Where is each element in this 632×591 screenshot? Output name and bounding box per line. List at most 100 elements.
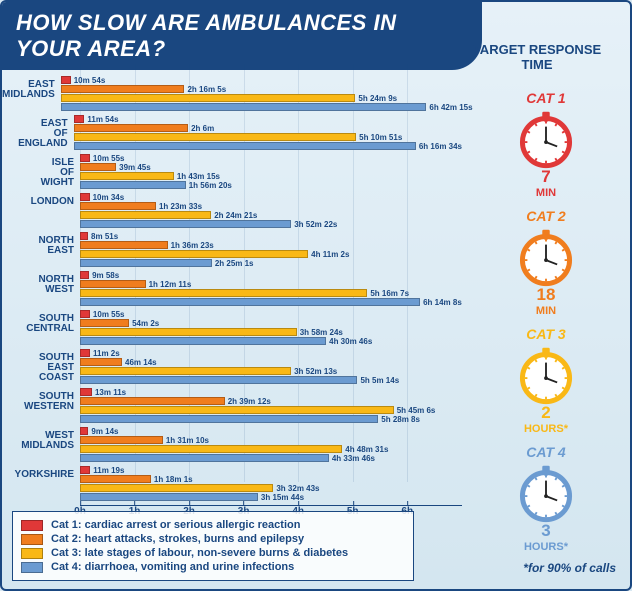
clock-icon [515, 462, 577, 524]
bar-value-label: 10m 55s [93, 310, 125, 319]
cat-target-time: 7MIN [515, 168, 577, 202]
region-label: YORKSHIRE [2, 466, 80, 480]
bar-cat3 [74, 133, 357, 141]
bar-cat1 [80, 466, 90, 474]
region-bars: 11m 19s1h 18m 1s3h 32m 43s3h 15m 44s [80, 466, 462, 502]
bar-cat2 [80, 241, 168, 249]
region-row: LONDON10m 34s1h 23m 33s2h 24m 21s3h 52m … [2, 193, 462, 229]
bar-value-label: 3h 58m 24s [300, 328, 343, 337]
legend-row: Cat 3: late stages of labour, non-severe… [21, 547, 405, 559]
page-title: HOW SLOW ARE AMBULANCES IN YOUR AREA? [2, 2, 482, 70]
bar-cat3 [80, 289, 367, 297]
region-row: NORTHWEST9m 58s1h 12m 11s5h 16m 7s6h 14m… [2, 271, 462, 307]
side-panel: CAT 17MIN CAT 2 18MIN CAT 3 2HOURS* CAT 4 3HOU… [462, 70, 630, 556]
clock-icon [515, 108, 577, 170]
clock-icon [515, 344, 577, 406]
target-cat-block: CAT 17MIN [515, 90, 577, 202]
legend-text: Cat 3: late stages of labour, non-severe… [51, 547, 348, 559]
bar-cat3 [80, 367, 291, 375]
bar-value-label: 3h 32m 43s [276, 484, 319, 493]
bar-cat4 [80, 376, 357, 384]
bar-value-label: 2h 24m 21s [214, 211, 257, 220]
bar-value-label: 9m 14s [91, 427, 118, 436]
region-row: SOUTHCENTRAL10m 55s54m 2s3h 58m 24s4h 30… [2, 310, 462, 346]
bar-cat2 [80, 397, 225, 405]
region-label: SOUTHWESTERN [2, 388, 80, 412]
bar-cat3 [80, 445, 342, 453]
bar-cat1 [80, 232, 88, 240]
stopwatch-icon [515, 462, 577, 524]
bar-value-label: 10m 34s [93, 193, 125, 202]
bar-cat1 [74, 115, 85, 123]
bar-value-label: 5h 24m 9s [358, 94, 397, 103]
bar-cat3 [61, 94, 356, 102]
cat-title: CAT 3 [515, 326, 577, 342]
bar-cat3 [80, 250, 308, 258]
footnote: *for 90% of calls [523, 561, 616, 575]
bar-cat4 [80, 454, 329, 462]
region-bars: 8m 51s1h 36m 23s4h 11m 2s2h 25m 1s [80, 232, 462, 268]
region-label: ISLEOFWIGHT [2, 154, 80, 188]
bar-value-label: 39m 45s [119, 163, 151, 172]
region-label: SOUTHEASTCOAST [2, 349, 80, 383]
bar-cat2 [61, 85, 185, 93]
legend-text: Cat 4: diarrhoea, vomiting and urine inf… [51, 561, 294, 573]
bar-cat1 [80, 271, 89, 279]
target-cat-block: CAT 2 18MIN [515, 208, 577, 320]
bar-value-label: 1h 43m 15s [177, 172, 220, 181]
bar-value-label: 1h 23m 33s [159, 202, 202, 211]
region-bars: 13m 11s2h 39m 12s5h 45m 6s5h 28m 8s [80, 388, 462, 424]
bar-value-label: 4h 33m 46s [332, 454, 375, 463]
bar-value-label: 2h 16m 5s [187, 85, 226, 94]
bar-cat2 [74, 124, 189, 132]
region-row: SOUTHWESTERN13m 11s2h 39m 12s5h 45m 6s5h… [2, 388, 462, 424]
bar-value-label: 11m 19s [93, 466, 124, 475]
bar-cat4 [80, 337, 326, 345]
infographic-card: HOW SLOW ARE AMBULANCES IN YOUR AREA? TA… [0, 0, 632, 591]
bar-cat2 [80, 358, 122, 366]
bar-value-label: 4h 30m 46s [329, 337, 372, 346]
bar-cat4 [80, 298, 420, 306]
bar-value-label: 8m 51s [91, 232, 118, 241]
legend-swatch [21, 562, 43, 573]
bar-cat3 [80, 406, 394, 414]
bar-cat2 [80, 475, 151, 483]
region-bars: 9m 58s1h 12m 11s5h 16m 7s6h 14m 8s [80, 271, 462, 307]
bar-cat4 [74, 142, 416, 150]
legend-text: Cat 2: heart attacks, strokes, burns and… [51, 533, 304, 545]
legend-row: Cat 1: cardiac arrest or serious allergi… [21, 519, 405, 531]
bar-cat2 [80, 319, 129, 327]
bar-cat4 [80, 259, 212, 267]
bar-value-label: 11m 2s [93, 349, 120, 358]
bar-value-label: 2h 25m 1s [215, 259, 254, 268]
bar-value-label: 3h 52m 13s [294, 367, 337, 376]
legend-swatch [21, 534, 43, 545]
region-label: LONDON [2, 193, 80, 207]
cat-target-time: 18MIN [515, 286, 577, 320]
bar-value-label: 13m 11s [95, 388, 126, 397]
region-bars: 10m 55s54m 2s3h 58m 24s4h 30m 46s [80, 310, 462, 346]
bar-cat1 [80, 310, 90, 318]
bar-cat2 [80, 436, 163, 444]
target-cat-block: CAT 4 3HOURS* [515, 444, 577, 556]
bar-cat1 [61, 76, 71, 84]
bar-value-label: 1h 18m 1s [154, 475, 193, 484]
region-label: WESTMIDLANDS [2, 427, 80, 451]
cat-target-time: 2HOURS* [515, 404, 577, 438]
region-row: SOUTHEASTCOAST11m 2s46m 14s3h 52m 13s5h … [2, 349, 462, 385]
cat-title: CAT 4 [515, 444, 577, 460]
stopwatch-icon [515, 108, 577, 170]
bar-cat4 [80, 415, 378, 423]
main-area: EASTMIDLANDS10m 54s2h 16m 5s5h 24m 9s6h … [2, 70, 630, 556]
bar-cat3 [80, 211, 211, 219]
bar-cat3 [80, 484, 273, 492]
cat-title: CAT 2 [515, 208, 577, 224]
cat-target-time: 3HOURS* [515, 522, 577, 556]
chart-zone: EASTMIDLANDS10m 54s2h 16m 5s5h 24m 9s6h … [2, 70, 462, 556]
bar-cat1 [80, 388, 92, 396]
bar-value-label: 10m 55s [93, 154, 125, 163]
region-label: NORTHEAST [2, 232, 80, 256]
region-label: EASTOFENGLAND [2, 115, 74, 149]
legend-swatch [21, 520, 43, 531]
region-label: EASTMIDLANDS [2, 76, 61, 100]
